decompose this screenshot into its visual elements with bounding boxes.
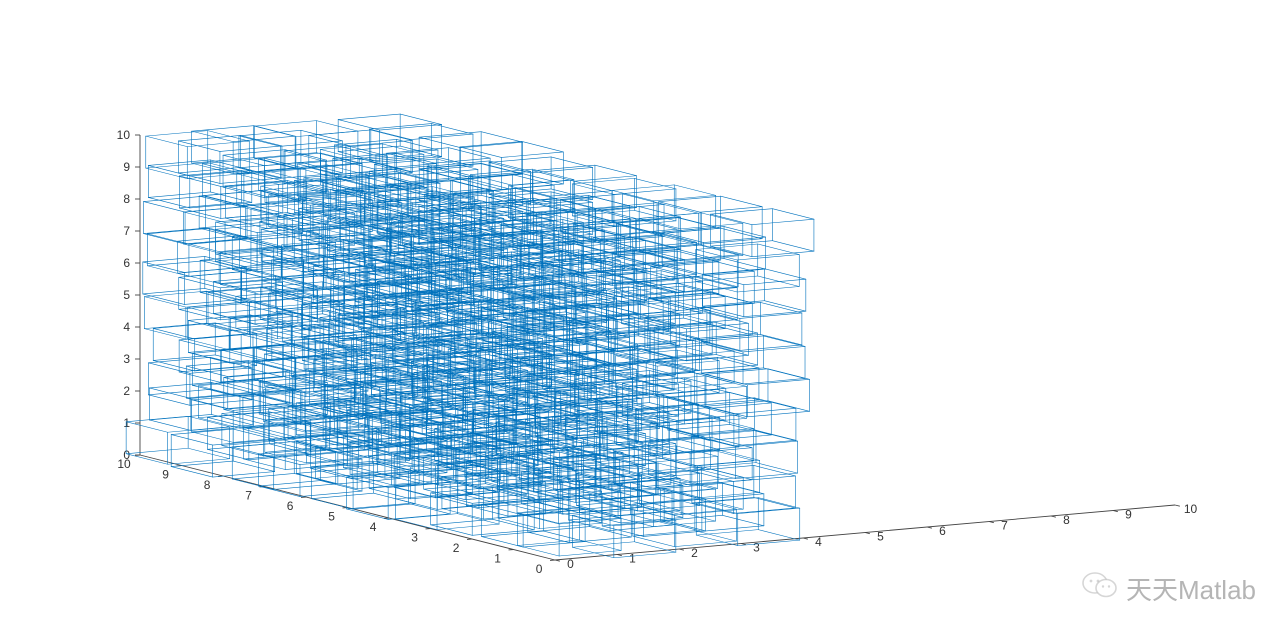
svg-text:1: 1 <box>494 552 501 566</box>
svg-text:6: 6 <box>123 256 130 270</box>
svg-text:1: 1 <box>123 416 130 430</box>
svg-text:1: 1 <box>629 551 636 565</box>
svg-text:10: 10 <box>117 128 131 142</box>
svg-text:8: 8 <box>123 192 130 206</box>
svg-text:9: 9 <box>1125 507 1132 521</box>
svg-text:3: 3 <box>411 531 418 545</box>
svg-text:9: 9 <box>162 468 169 482</box>
svg-text:4: 4 <box>815 535 822 549</box>
svg-text:6: 6 <box>287 499 294 513</box>
watermark-text: 天天Matlab <box>1126 570 1256 607</box>
svg-text:3: 3 <box>753 540 760 554</box>
svg-text:4: 4 <box>123 320 130 334</box>
svg-text:5: 5 <box>877 529 884 543</box>
3d-wireframe-plot: 012345678910012345678910012345678910 <box>0 0 1280 625</box>
svg-text:2: 2 <box>691 546 698 560</box>
svg-text:9: 9 <box>123 160 130 174</box>
svg-text:8: 8 <box>1063 513 1070 527</box>
svg-text:8: 8 <box>204 478 211 492</box>
svg-text:0: 0 <box>567 557 574 571</box>
svg-text:0: 0 <box>123 448 130 462</box>
svg-text:7: 7 <box>1001 518 1008 532</box>
svg-text:3: 3 <box>123 352 130 366</box>
wechat-icon <box>1082 570 1118 607</box>
svg-text:5: 5 <box>328 510 335 524</box>
svg-text:2: 2 <box>123 384 130 398</box>
svg-text:2: 2 <box>453 541 460 555</box>
svg-text:0: 0 <box>536 562 543 576</box>
watermark: 天天Matlab <box>1082 570 1256 607</box>
svg-text:6: 6 <box>939 524 946 538</box>
svg-text:4: 4 <box>370 520 377 534</box>
svg-text:7: 7 <box>123 224 130 238</box>
svg-text:7: 7 <box>245 489 252 503</box>
svg-text:5: 5 <box>123 288 130 302</box>
svg-text:10: 10 <box>1184 502 1198 516</box>
